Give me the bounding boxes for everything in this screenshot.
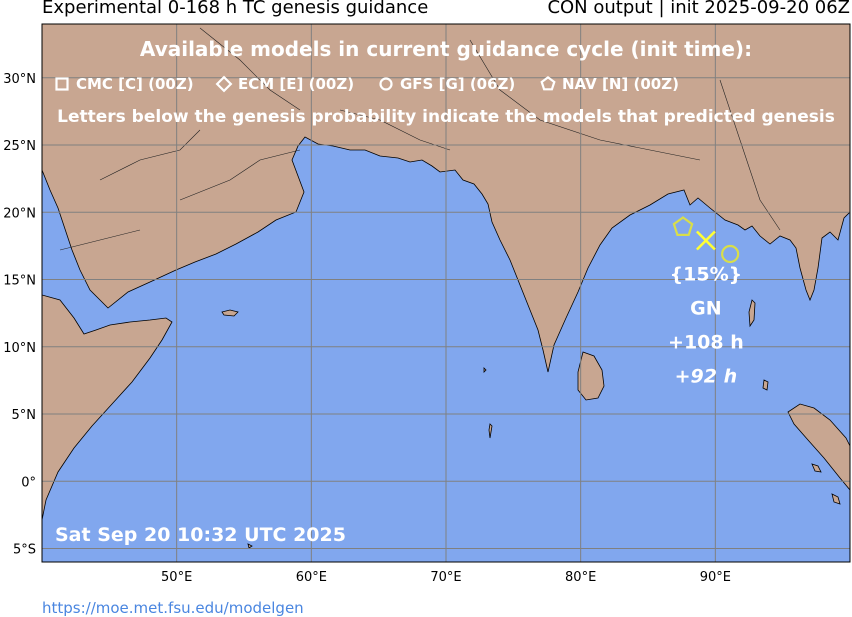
land-asia-mainland xyxy=(42,24,850,373)
footer-url-link[interactable]: https://moe.met.fsu.edu/modelgen xyxy=(42,599,304,617)
legend-note: Letters below the genesis probability in… xyxy=(57,107,835,127)
timestamp: Sat Sep 20 10:32 UTC 2025 xyxy=(55,524,346,546)
lat-tick-label: 25°N xyxy=(3,139,36,154)
square-symbol xyxy=(55,77,69,91)
lat-tick-label: 5°N xyxy=(12,408,37,423)
legend-item: NAV [N] (00Z) xyxy=(540,75,679,93)
land-maldives xyxy=(488,423,493,439)
lat-tick-label: 10°N xyxy=(3,341,36,356)
lat-tick-label: 30°N xyxy=(3,72,36,87)
lon-tick-label: 60°E xyxy=(296,570,327,585)
land-africa xyxy=(42,294,173,521)
lat-tick-label: 0° xyxy=(21,475,36,490)
land-simeulue xyxy=(811,463,822,473)
genesis-lead-time-alt: +92 h xyxy=(675,366,738,388)
chart-title: Experimental 0-168 h TC genesis guidance xyxy=(42,0,429,18)
circle-symbol xyxy=(379,77,393,91)
legend-item-label: CMC [C] (00Z) xyxy=(76,75,194,93)
legend-item: ECM [E] (00Z) xyxy=(215,75,354,93)
land-layer xyxy=(42,24,850,549)
legend-item-label: NAV [N] (00Z) xyxy=(562,75,679,93)
genesis-center-cross xyxy=(696,230,716,251)
legend-item-label: ECM [E] (00Z) xyxy=(238,75,354,93)
legend-item: GFS [G] (06Z) xyxy=(379,75,515,93)
genesis-labels: {15%} GN +108 h +92 h xyxy=(668,264,744,388)
lat-tick-label: 20°N xyxy=(3,206,36,221)
land-small-island xyxy=(247,543,253,549)
lon-tick-label: 90°E xyxy=(700,570,731,585)
gfs-genesis-point xyxy=(721,244,740,264)
lon-tick-label: 70°E xyxy=(430,570,461,585)
land-nias xyxy=(831,493,841,505)
legend-item-label: GFS [G] (06Z) xyxy=(400,75,515,93)
genesis-probability: {15%} xyxy=(670,264,743,286)
genesis-models: GN xyxy=(690,298,722,320)
longitude-tick-labels: 50°E 60°E 70°E 80°E 90°E xyxy=(161,570,731,585)
land-sri-lanka xyxy=(577,351,605,401)
nav-genesis-point xyxy=(672,216,694,236)
genesis-lead-time: +108 h xyxy=(668,332,744,354)
map-frame xyxy=(41,23,851,563)
legend-item: CMC [C] (00Z) xyxy=(55,75,194,93)
legend-models: CMC [C] (00Z) ECM [E] (00Z) GFS [G] (06Z) N… xyxy=(55,75,679,93)
land-sumatra xyxy=(787,403,850,491)
lon-tick-label: 80°E xyxy=(565,570,596,585)
land-andaman-islands xyxy=(748,299,756,328)
legend-heading: Available models in current guidance cyc… xyxy=(140,37,752,61)
land-lakshadweep xyxy=(483,367,487,373)
lon-tick-label: 50°E xyxy=(161,570,192,585)
pentagon-symbol xyxy=(540,76,556,91)
gridlines xyxy=(42,24,850,562)
lat-tick-label: 5°S xyxy=(13,543,36,558)
init-info: CON output | init 2025-09-20 06Z xyxy=(547,0,850,18)
diamond-symbol xyxy=(215,75,233,93)
genesis-markers xyxy=(672,216,740,264)
land-nicobar-islands xyxy=(762,379,769,391)
land-socotra xyxy=(221,309,239,317)
lat-tick-label: 15°N xyxy=(3,274,36,289)
latitude-tick-labels: 30°N 25°N 20°N 15°N 10°N 5°N 0° 5°S xyxy=(3,72,36,558)
